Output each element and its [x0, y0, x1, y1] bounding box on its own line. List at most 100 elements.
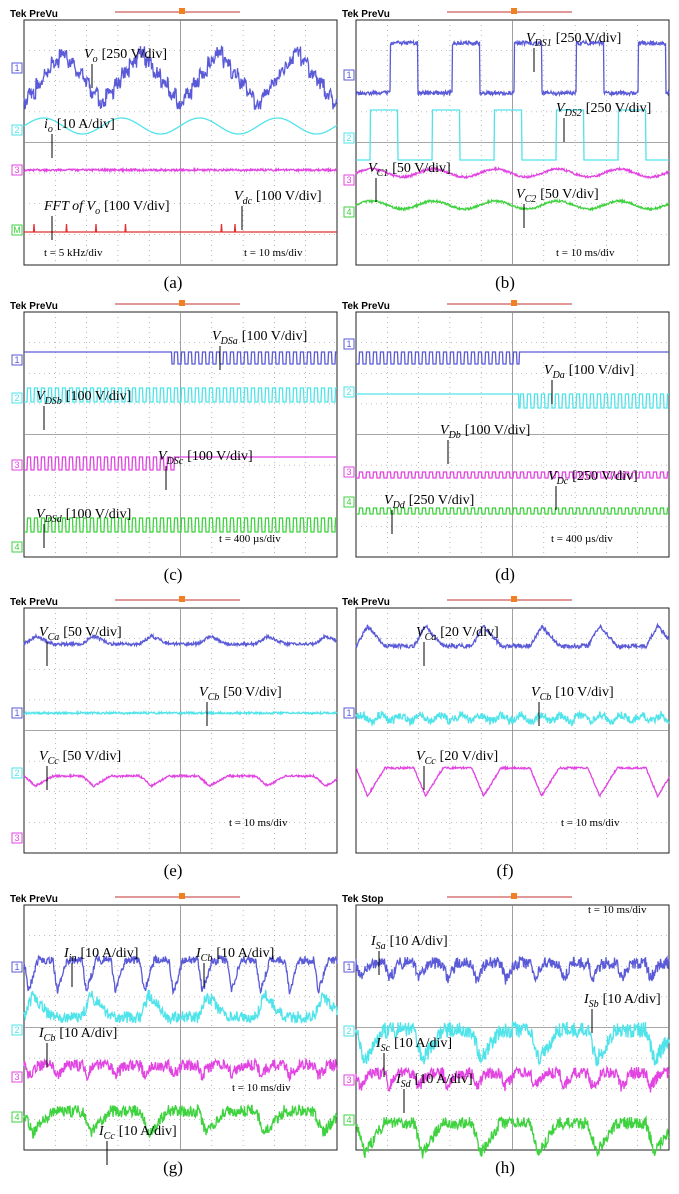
channel-label: 4: [346, 1115, 351, 1125]
time-scale: t = 10 ms/div: [556, 247, 615, 259]
label-subscript: Dc: [556, 476, 569, 487]
label-subscript: Ca: [425, 632, 437, 643]
label-scale: [100 V/div]: [66, 507, 131, 522]
panel-caption: (a): [164, 273, 183, 292]
scope-header: Tek PreVu: [10, 597, 58, 608]
channel-label: 2: [14, 1025, 19, 1035]
label-scale: [50 V/div]: [392, 161, 450, 176]
label-subscript: C2: [525, 194, 537, 205]
scope-header: Tek PreVu: [342, 301, 390, 312]
panel-caption: (d): [495, 565, 515, 584]
channel-label: 2: [14, 125, 19, 135]
label-subscript: Cc: [48, 756, 60, 767]
label-subscript: Ca: [48, 632, 60, 643]
channel-label: 4: [346, 497, 351, 507]
channel-label: 3: [14, 833, 19, 843]
channel-label: 1: [346, 708, 351, 718]
time-scale: t = 10 ms/div: [229, 817, 288, 829]
time-scale: t = 10 ms/div: [232, 1082, 291, 1094]
panel-caption: (e): [164, 861, 183, 880]
time-scale: t = 5 kHz/div: [44, 247, 103, 259]
channel-label: 3: [346, 1075, 351, 1085]
scope-header: Tek PreVu: [342, 9, 390, 20]
label-subscript: C1: [377, 168, 389, 179]
channel-label: 2: [346, 133, 351, 143]
label-subscript: Sc: [381, 1043, 391, 1054]
channel-label: 1: [14, 63, 19, 73]
scope-header: Tek PreVu: [10, 301, 58, 312]
label-scale: [50 V/div]: [223, 685, 281, 700]
label-subscript: Sa: [376, 941, 386, 952]
channel-label: 1: [346, 339, 351, 349]
label-subscript: DSb: [44, 396, 62, 407]
channel-label: 3: [14, 460, 19, 470]
label-subscript: Da: [552, 370, 565, 381]
panel-caption: (g): [163, 1158, 183, 1177]
scope-screen: VDS1[250 V/div]VDS2[250 V/div]VC1[50 V/d…: [356, 20, 669, 265]
panel-caption: (h): [495, 1158, 515, 1177]
label-subscript: Sb: [589, 999, 599, 1010]
scope-screen: VDa[100 V/div]VDb[100 V/div]VDc[250 V/di…: [356, 312, 669, 557]
channel-label: M: [13, 225, 21, 235]
label-subscript: in: [69, 953, 77, 964]
channel-label: 2: [14, 768, 19, 778]
label-scale: [10 V/div]: [555, 685, 613, 700]
label-subscript: o: [95, 206, 100, 217]
label-subscript: Cb: [208, 692, 220, 703]
label-subscript: Db: [448, 430, 461, 441]
channel-label: 4: [14, 1112, 19, 1122]
label-subscript: Cb: [201, 953, 213, 964]
label-scale: [50 V/div]: [540, 187, 598, 202]
label-scale: [250 V/div]: [586, 101, 651, 116]
label-subscript: o: [93, 54, 98, 65]
channel-label: 3: [346, 175, 351, 185]
channel-label: 3: [346, 467, 351, 477]
label-subscript: DS2: [564, 108, 582, 119]
label-scale: [10 A/div]: [603, 992, 661, 1007]
label-scale: [10 A/div]: [57, 117, 115, 132]
trigger-marker: [179, 8, 185, 14]
time-scale: t = 10 ms/div: [244, 247, 303, 259]
label-scale: [20 V/div]: [440, 749, 498, 764]
label-scale: [10 A/div]: [415, 1072, 473, 1087]
label-scale: [50 V/div]: [63, 749, 121, 764]
scope-screen: VCa[20 V/div]VCb[10 V/div]VCc[20 V/div]t…: [356, 608, 669, 853]
label-subscript: DSa: [220, 336, 238, 347]
label-scale: [10 A/div]: [390, 934, 448, 949]
label-subscript: DS1: [534, 38, 552, 49]
time-scale: t = 10 ms/div: [561, 817, 620, 829]
label-scale: [100 V/div]: [256, 189, 321, 204]
channel-label: 3: [14, 1072, 19, 1082]
label-subscript: DSc: [166, 456, 184, 467]
label-scale: [100 V/div]: [66, 389, 131, 404]
channel-label: 2: [346, 1026, 351, 1036]
scope-header: Tek PreVu: [10, 9, 58, 20]
label-scale: [250 V/div]: [409, 493, 474, 508]
label-subscript: Dd: [392, 500, 406, 511]
scope-header: Tek PreVu: [10, 894, 58, 905]
scope-panel: Tek StopISa[10 A/div]ISb[10 A/div]ISc[10…: [342, 893, 669, 1177]
channel-label: 1: [14, 962, 19, 972]
channel-label: 1: [14, 708, 19, 718]
label-scale: [100 V/div]: [569, 363, 634, 378]
scope-panel: Tek PreVuVDSa[100 V/div]VDSb[100 V/div]V…: [10, 300, 337, 584]
label-scale: [20 V/div]: [440, 625, 498, 640]
scope-header: Tek PreVu: [342, 597, 390, 608]
time-scale: t = 400 µs/div: [219, 533, 281, 545]
scope-panel: Tek PreVuVCa[20 V/div]VCb[10 V/div]VCc[2…: [342, 596, 669, 880]
channel-label: 1: [346, 962, 351, 972]
trigger-marker: [511, 893, 517, 899]
label-subscript: o: [48, 124, 53, 135]
trigger-marker: [511, 596, 517, 602]
label-scale: [10 A/div]: [394, 1036, 452, 1051]
trigger-marker: [511, 300, 517, 306]
channel-label: 1: [14, 355, 19, 365]
trigger-marker: [179, 893, 185, 899]
panel-caption: (b): [495, 273, 515, 292]
trigger-marker: [511, 8, 517, 14]
label-scale: [100 V/div]: [465, 423, 530, 438]
scope-panel: Tek PreVuVDS1[250 V/div]VDS2[250 V/div]V…: [342, 8, 669, 292]
label-scale: [10 A/div]: [216, 946, 274, 961]
channel-label: 2: [346, 387, 351, 397]
